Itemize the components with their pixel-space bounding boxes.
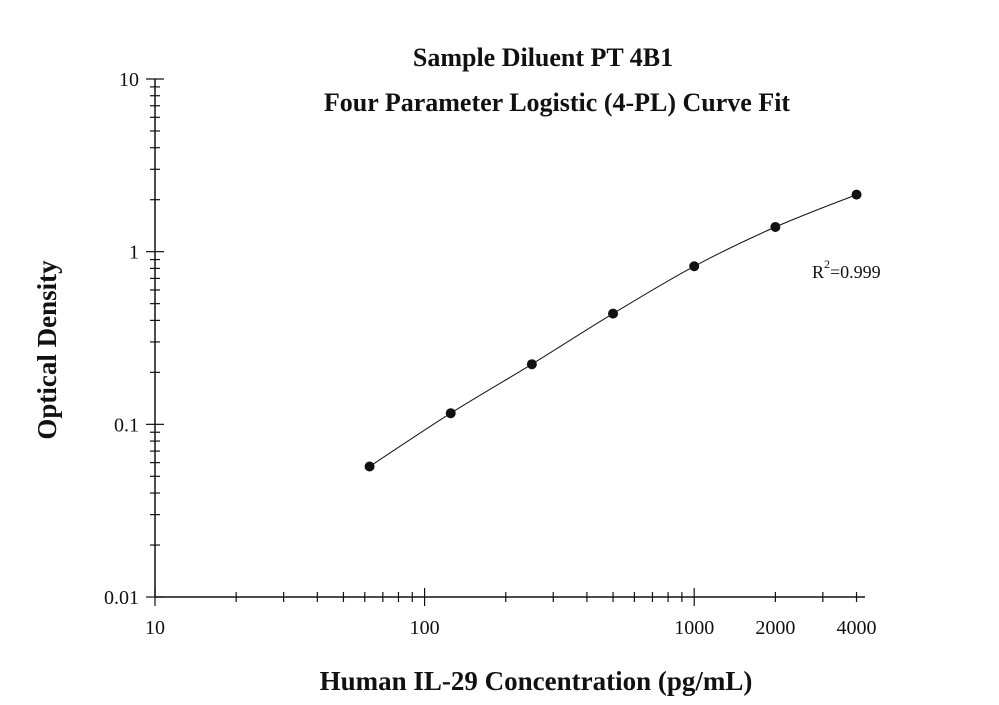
data-point <box>689 261 700 272</box>
ticks <box>146 78 858 606</box>
x-tick-label: 1000 <box>674 617 714 639</box>
fit-curve <box>369 194 857 467</box>
r-squared-superscript: 2 <box>824 257 830 271</box>
r-squared-value: =0.999 <box>830 262 881 282</box>
data-point <box>608 308 619 319</box>
x-tick-label: 10 <box>145 617 165 639</box>
axes <box>154 79 865 598</box>
y-tick-label: 0.01 <box>104 587 139 609</box>
x-axis-title: Human IL-29 Concentration (pg/mL) <box>320 666 753 696</box>
tick-labels: 10 100 1000 2000 4000 0.01 0.1 1 10 <box>104 69 877 639</box>
chart-title: Sample Diluent PT 4B1 <box>413 43 673 72</box>
y-axis-title: Optical Density <box>32 260 62 440</box>
y-tick-label: 10 <box>119 69 139 91</box>
data-point <box>526 359 537 370</box>
x-tick-label: 100 <box>410 617 440 639</box>
data-point <box>851 189 862 200</box>
r-squared-base: R <box>812 262 824 282</box>
r-squared-annotation: R2=0.999 <box>812 257 881 282</box>
y-tick-label: 0.1 <box>114 414 139 436</box>
x-tick-label: 2000 <box>755 617 795 639</box>
data-point <box>445 408 456 419</box>
x-tick-label: 4000 <box>837 617 877 639</box>
chart-subtitle: Four Parameter Logistic (4-PL) Curve Fit <box>324 88 791 117</box>
data-points <box>364 189 862 472</box>
data-point <box>770 221 781 232</box>
y-tick-label: 1 <box>129 242 139 264</box>
data-point <box>364 461 375 472</box>
